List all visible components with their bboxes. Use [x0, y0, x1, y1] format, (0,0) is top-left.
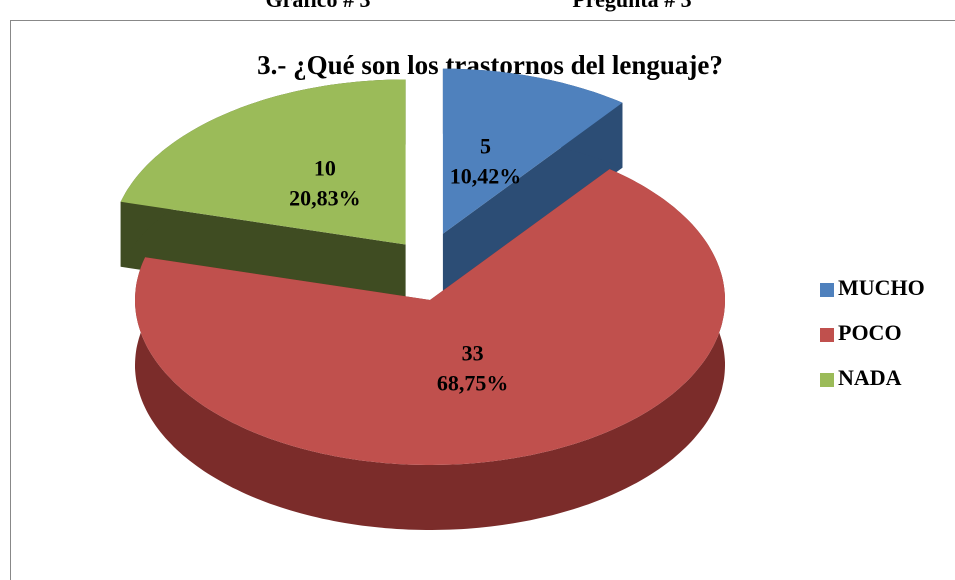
question-number: Pregunta # 3 — [572, 0, 691, 12]
data-label: 10 — [314, 156, 336, 181]
data-label: 33 — [462, 340, 484, 365]
slice — [120, 79, 406, 245]
legend-label: NADA — [838, 365, 902, 390]
data-label: 10,42% — [450, 163, 522, 188]
data-label: 68,75% — [437, 370, 509, 395]
legend-swatch — [820, 373, 834, 387]
legend-label: POCO — [838, 320, 902, 345]
legend-swatch — [820, 283, 834, 297]
slice-wall — [120, 201, 406, 310]
slice — [135, 169, 725, 465]
data-label: 5 — [480, 133, 491, 158]
legend-swatch — [820, 328, 834, 342]
figure-number: Gráfico # 3 — [265, 0, 370, 12]
data-label: 20,83% — [289, 186, 361, 211]
slice — [442, 68, 623, 234]
legend-label: MUCHO — [838, 275, 925, 300]
